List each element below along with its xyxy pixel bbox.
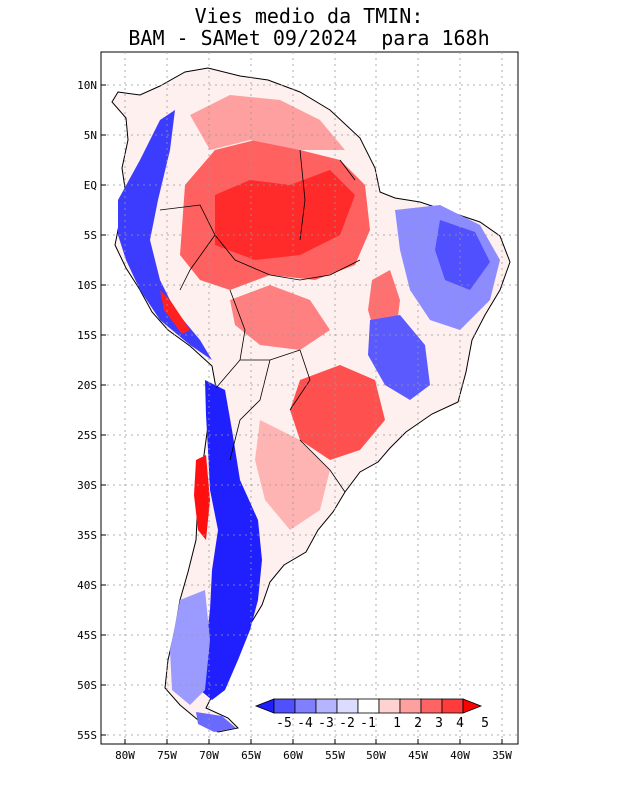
- graticule: [101, 52, 518, 744]
- warm-bias-south-brazil: [290, 365, 385, 460]
- lon-label: 60W: [283, 749, 303, 762]
- colorbar: [254, 698, 483, 714]
- cold-bias-minas: [368, 315, 430, 400]
- warm-bias-andes-strip: [194, 455, 210, 540]
- colorbar-box: [273, 698, 296, 714]
- colorbar-label: -5: [276, 716, 292, 731]
- colorbar-box: [357, 698, 380, 714]
- colorbar-label: -2: [339, 716, 355, 731]
- lat-label: 5S: [84, 229, 97, 242]
- colorbar-box: [294, 698, 317, 714]
- colorbar-arrow-high: [462, 698, 483, 714]
- map-title-line-2: BAM - SAMet 09/2024 para 168h: [128, 26, 490, 50]
- colorbar-label: -1: [360, 716, 376, 731]
- colorbar-label: -3: [318, 716, 334, 731]
- cold-bias-chile: [200, 380, 262, 700]
- colorbar-box: [336, 698, 359, 714]
- lat-label: 25S: [77, 429, 97, 442]
- colorbar-box: [378, 698, 401, 714]
- lat-label: 45S: [77, 629, 97, 642]
- colorbar-label: 2: [414, 716, 422, 731]
- lon-label: 70W: [199, 749, 219, 762]
- colorbar-box: [420, 698, 443, 714]
- warm-bias-central: [230, 285, 330, 350]
- lon-label: 55W: [325, 749, 345, 762]
- cold-bias-fuego: [196, 712, 236, 732]
- country-borders: [159, 149, 361, 493]
- lon-label: 40W: [450, 749, 470, 762]
- warm-bias-core: [215, 170, 355, 260]
- lat-label: 55S: [77, 729, 97, 742]
- warm-bias-north: [190, 95, 345, 150]
- lat-label: 20S: [77, 379, 97, 392]
- colorbar-box: [315, 698, 338, 714]
- lat-label: 40S: [77, 579, 97, 592]
- colorbar-box: [441, 698, 464, 714]
- lon-label: 50W: [366, 749, 386, 762]
- colorbar-label: 5: [481, 716, 489, 731]
- lon-label: 65W: [241, 749, 261, 762]
- lat-label: 30S: [77, 479, 97, 492]
- map-area: [101, 52, 518, 744]
- latitude-axis: [101, 84, 106, 736]
- lat-label: 35S: [77, 529, 97, 542]
- warm-bias-peru-strip: [160, 290, 190, 334]
- lat-label: 10S: [77, 279, 97, 292]
- colorbar-label: 3: [435, 716, 443, 731]
- lon-label: 80W: [115, 749, 135, 762]
- lon-label: 35W: [492, 749, 512, 762]
- warm-bias-plata: [255, 420, 330, 530]
- longitude-axis: [124, 739, 503, 744]
- lat-label: EQ: [84, 179, 97, 192]
- cold-bias-andes-north: [118, 110, 212, 360]
- lat-label: 50S: [77, 679, 97, 692]
- lat-label: 5N: [84, 129, 97, 142]
- cold-bias-northeast-core: [435, 220, 490, 290]
- lon-label: 45W: [408, 749, 428, 762]
- colorbar-label: 1: [393, 716, 401, 731]
- colorbar-box: [399, 698, 422, 714]
- map-title-line-1: Vies medio da TMIN:: [194, 4, 424, 28]
- lat-label: 15S: [77, 329, 97, 342]
- colorbar-label: 4: [456, 716, 464, 731]
- cold-bias-patagonia: [170, 590, 210, 705]
- lat-label: 10N: [77, 79, 97, 92]
- colorbar-label: -4: [297, 716, 313, 731]
- lon-label: 75W: [157, 749, 177, 762]
